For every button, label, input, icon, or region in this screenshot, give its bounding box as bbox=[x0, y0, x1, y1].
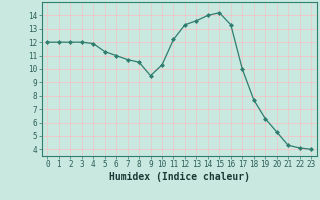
X-axis label: Humidex (Indice chaleur): Humidex (Indice chaleur) bbox=[109, 172, 250, 182]
